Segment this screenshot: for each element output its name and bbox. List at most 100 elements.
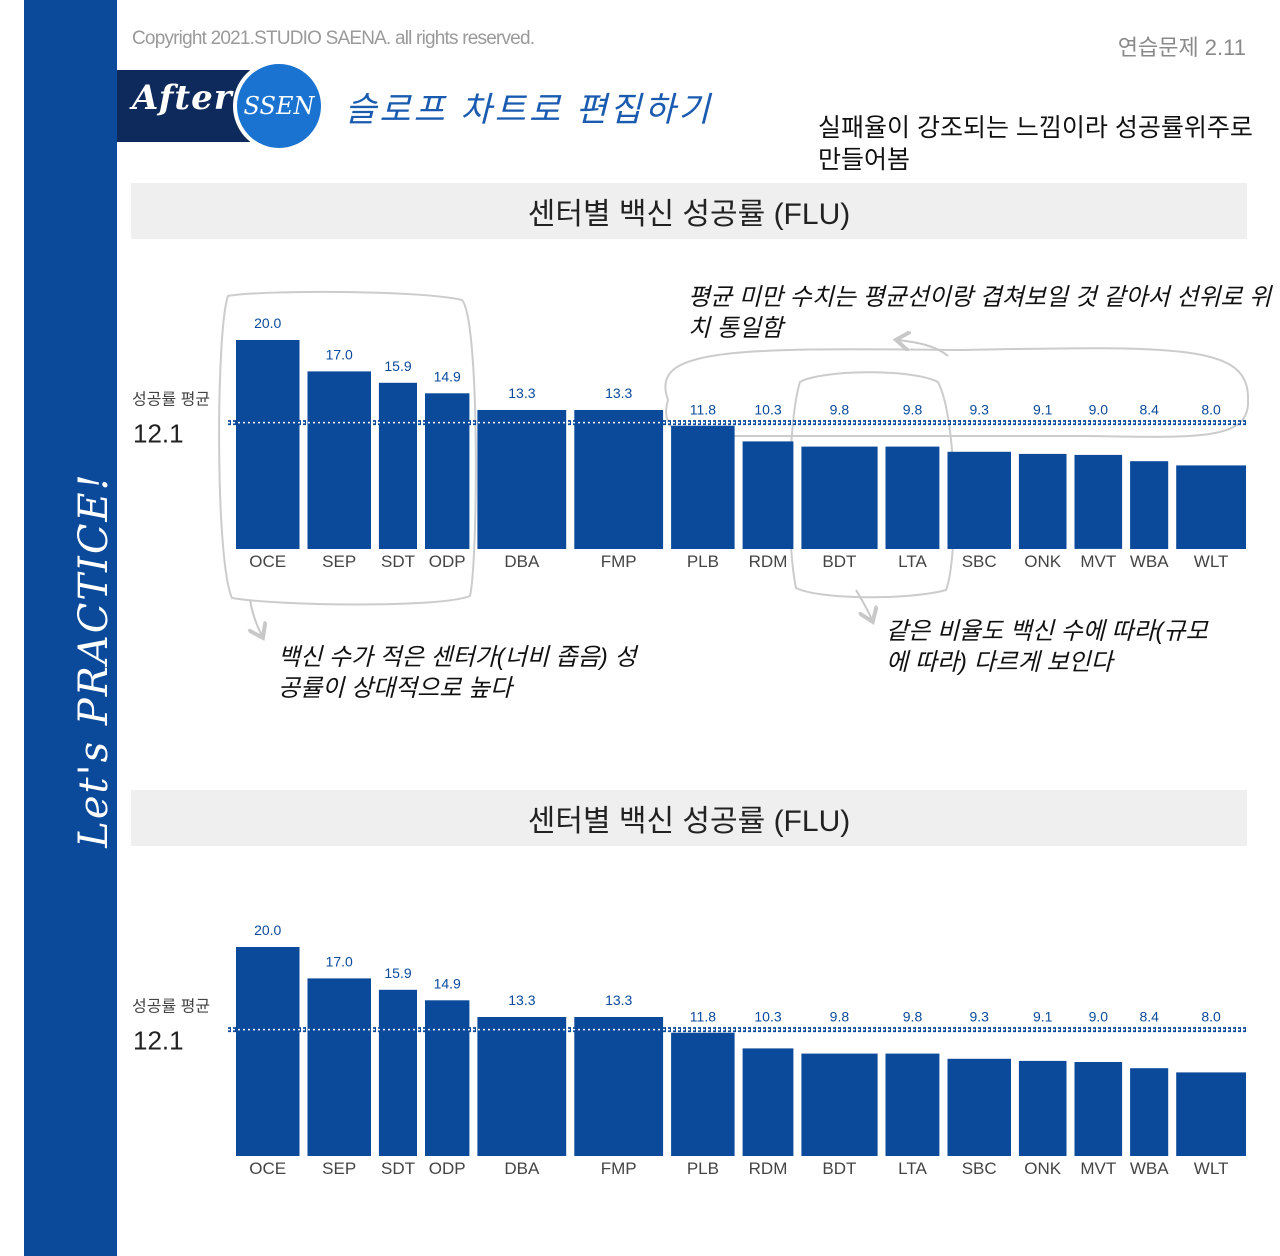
category-label: SBC [962,1159,997,1178]
bar-onk [1018,1060,1067,1156]
bar-bdt [801,446,878,549]
average-label: 성공률 평균 [132,391,210,409]
ssen-badge: SSEN [233,60,325,152]
value-label: 9.1 [1033,1009,1053,1025]
bar-dba [477,1017,567,1156]
average-value: 12.1 [133,419,184,449]
value-label: 17.0 [326,953,353,969]
value-label: 9.8 [830,1009,850,1025]
category-label: FMP [601,1159,637,1178]
value-label: 17.0 [326,346,353,362]
bar-sep [307,371,371,549]
category-label: SEP [322,552,356,571]
sidebar: Let's PRACTICE! [24,0,117,1256]
category-label: OCE [249,1159,286,1178]
value-label: 9.3 [969,1009,989,1025]
top-note: 실패율이 강조되는 느낌이라 성공률위주로 만들어봄 [818,114,1253,174]
bar-mvt [1074,1062,1123,1156]
value-label: 13.3 [508,385,535,401]
category-label: BDT [822,1159,856,1178]
sidebar-label: Let's PRACTICE! [71,472,117,848]
value-label: 14.9 [434,975,461,991]
bar-sdt [378,989,417,1156]
category-label: RDM [749,552,788,571]
value-label: 15.9 [384,965,411,981]
bar-rdm [742,441,794,549]
after-label: After [132,78,233,118]
value-label: 20.0 [254,315,281,331]
value-label: 11.8 [690,1009,716,1025]
page-title: 슬로프 차트로 편집하기 [345,91,713,129]
value-label: 14.9 [434,368,461,384]
bar-onk [1018,453,1067,549]
category-label: SBC [962,552,997,571]
value-label: 9.0 [1089,1009,1109,1025]
bar-lta [885,1053,940,1156]
bar-lta [885,446,940,549]
chart-2-title-bar: 센터별 백신 성공률 (FLU) [131,790,1247,846]
chart-2-title: 센터별 백신 성공률 (FLU) [527,805,851,838]
category-label: SDT [381,1159,415,1178]
value-label: 9.8 [830,402,850,418]
category-label: WBA [1130,552,1169,571]
category-label: BDT [822,552,856,571]
narrow-note-arrow [250,599,262,636]
value-label: 9.1 [1033,402,1053,418]
average-value: 12.1 [133,1026,184,1056]
category-label: MVT [1080,552,1116,571]
value-label: 8.4 [1139,402,1159,418]
value-label: 9.3 [969,402,989,418]
category-label: RDM [749,1159,788,1178]
copyright-text: Copyright 2021.STUDIO SAENA. all rights … [132,28,535,49]
bar-oce [236,340,300,549]
narrow-bars-note: 백신 수가 적은 센터가(너비 좁음) 성공률이 상대적으로 높다 [278,644,637,702]
category-label: PLB [687,552,719,571]
category-label: SEP [322,1159,356,1178]
value-label: 15.9 [384,358,411,374]
bar-sbc [947,1058,1011,1156]
bar-bdt [801,1053,878,1156]
bar-fmp [574,410,664,549]
bar-wba [1130,461,1169,549]
bar-oce [236,947,300,1156]
value-label: 8.0 [1201,402,1221,418]
category-label: SDT [381,552,415,571]
same-ratio-note: 같은 비율도 백신 수에 따라(규모에 따라) 다르게 보인다 [886,618,1208,676]
value-label: 13.3 [508,992,535,1008]
category-label: OCE [249,552,286,571]
category-label: WLT [1194,552,1229,571]
chart-1-title-bar: 센터별 백신 성공률 (FLU) [131,183,1247,239]
bar-sep [307,978,371,1156]
chart-1-title: 센터별 백신 성공률 (FLU) [527,198,851,231]
bar-wlt [1176,465,1246,549]
bar-plb [671,1032,735,1156]
value-label: 10.3 [754,402,781,418]
chart-1: OCE 20.0 SEP 17.0 SDT 15.9 ODP 14.9 DBA 13.3 FMP 13… [132,315,1246,571]
value-label: 20.0 [254,922,281,938]
value-label: 8.4 [1139,1009,1159,1025]
value-label: 13.3 [605,992,632,1008]
bar-rdm [742,1048,794,1156]
category-label: ODP [429,1159,466,1178]
category-label: ONK [1024,1159,1062,1178]
category-label: ONK [1024,552,1062,571]
bar-sbc [947,451,1011,549]
value-label: 10.3 [754,1009,781,1025]
value-label: 11.8 [690,402,716,418]
category-label: LTA [898,552,927,571]
bar-dba [477,410,567,549]
category-label: DBA [504,552,540,571]
below-avg-note: 평균 미만 수치는 평균선이랑 겹쳐보일 것 같아서 선위로 위치 통일함 [688,284,1272,342]
category-label: FMP [601,552,637,571]
bar-odp [425,1000,470,1156]
same-ratio-highlight [788,371,956,599]
ssen-label: SSEN [243,92,315,120]
bar-wlt [1176,1072,1246,1156]
category-label: PLB [687,1159,719,1178]
average-label: 성공률 평균 [132,998,210,1016]
category-label: ODP [429,552,466,571]
category-label: MVT [1080,1159,1116,1178]
category-label: DBA [504,1159,540,1178]
value-label: 9.0 [1089,402,1109,418]
bar-odp [425,393,470,549]
